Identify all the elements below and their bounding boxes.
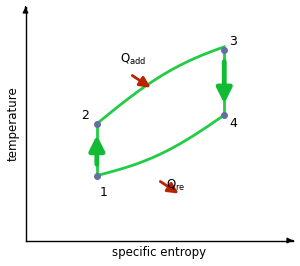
- Text: 3: 3: [230, 35, 237, 48]
- X-axis label: specific entropy: specific entropy: [112, 246, 206, 259]
- Text: 4: 4: [230, 117, 237, 130]
- Text: 2: 2: [81, 109, 89, 122]
- Text: Q$_{\sf re}$: Q$_{\sf re}$: [166, 178, 185, 193]
- Text: Q$_{\sf add}$: Q$_{\sf add}$: [120, 52, 146, 68]
- Text: 1: 1: [99, 186, 107, 200]
- Y-axis label: temperature: temperature: [7, 86, 20, 161]
